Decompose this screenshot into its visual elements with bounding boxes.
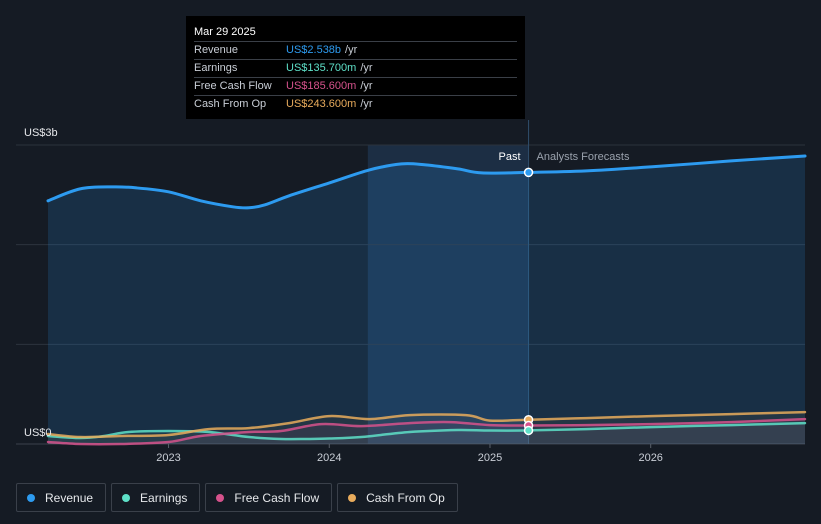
tooltip-label: Cash From Op bbox=[194, 98, 267, 110]
y-axis-bottom-label: US$0 bbox=[24, 427, 52, 439]
legend-label: Cash From Op bbox=[366, 490, 445, 505]
chart-area: US$3b US$0 Past Analysts Forecasts 2023 2… bbox=[16, 120, 807, 464]
legend-dot-icon bbox=[27, 493, 35, 502]
legend-dot-icon bbox=[216, 493, 225, 502]
x-tick-label: 2024 bbox=[317, 452, 341, 464]
tooltip-unit: /yr bbox=[360, 98, 373, 110]
legend-item-revenue[interactable]: Revenue bbox=[16, 483, 107, 512]
tooltip-value: US$185.600m bbox=[286, 80, 357, 92]
tooltip-value: US$243.600m bbox=[286, 98, 357, 110]
tooltip-row-revenue: Revenue US$2.538b /yr bbox=[194, 41, 517, 59]
earnings-line bbox=[46, 421, 807, 441]
past-region-label: Past bbox=[499, 151, 521, 163]
revenue-hover-point bbox=[523, 167, 534, 178]
tooltip-label: Revenue bbox=[194, 44, 239, 56]
legend-dot-icon bbox=[348, 493, 357, 502]
legend-label: Earnings bbox=[140, 490, 188, 505]
tooltip-label: Earnings bbox=[194, 62, 238, 74]
tooltip-row-free-cash-flow: Free Cash Flow US$185.600m /yr bbox=[194, 77, 517, 95]
revenue-area bbox=[48, 156, 805, 444]
x-tick-label: 2023 bbox=[156, 452, 180, 464]
past-highlight-band bbox=[367, 145, 529, 444]
hover-tooltip: Mar 29 2025 Revenue US$2.538b /yr Earnin… bbox=[186, 16, 525, 119]
x-tick-label: 2026 bbox=[638, 452, 662, 464]
chart-legend: Revenue Earnings Free Cash Flow Cash Fro… bbox=[16, 483, 458, 512]
tooltip-date: Mar 29 2025 bbox=[194, 26, 256, 38]
tooltip-row-cash-from-op: Cash From Op US$243.600m /yr bbox=[194, 95, 517, 113]
tooltip-unit: /yr bbox=[345, 44, 358, 56]
legend-item-earnings[interactable]: Earnings bbox=[111, 483, 201, 512]
tooltip-value: US$135.700m bbox=[286, 62, 357, 74]
tooltip-value: US$2.538b bbox=[286, 44, 342, 56]
forecast-region-label: Analysts Forecasts bbox=[537, 151, 630, 163]
free-cash-flow-line bbox=[46, 417, 807, 446]
legend-label: Revenue bbox=[45, 490, 94, 505]
x-tick-label: 2025 bbox=[478, 452, 502, 464]
tooltip-unit: /yr bbox=[360, 80, 373, 92]
legend-label: Free Cash Flow bbox=[234, 490, 320, 505]
tooltip-unit: /yr bbox=[360, 62, 373, 74]
y-axis-top-label: US$3b bbox=[24, 127, 58, 139]
earnings-hover-point bbox=[523, 425, 534, 436]
tooltip-label: Free Cash Flow bbox=[194, 80, 272, 92]
tooltip-row-earnings: Earnings US$135.700m /yr bbox=[194, 59, 517, 77]
cash-from-op-line bbox=[46, 410, 807, 439]
legend-dot-icon bbox=[122, 493, 131, 502]
revenue-line bbox=[46, 154, 807, 210]
legend-item-cash-from-op[interactable]: Cash From Op bbox=[337, 483, 458, 512]
legend-item-free-cash-flow[interactable]: Free Cash Flow bbox=[205, 483, 333, 512]
